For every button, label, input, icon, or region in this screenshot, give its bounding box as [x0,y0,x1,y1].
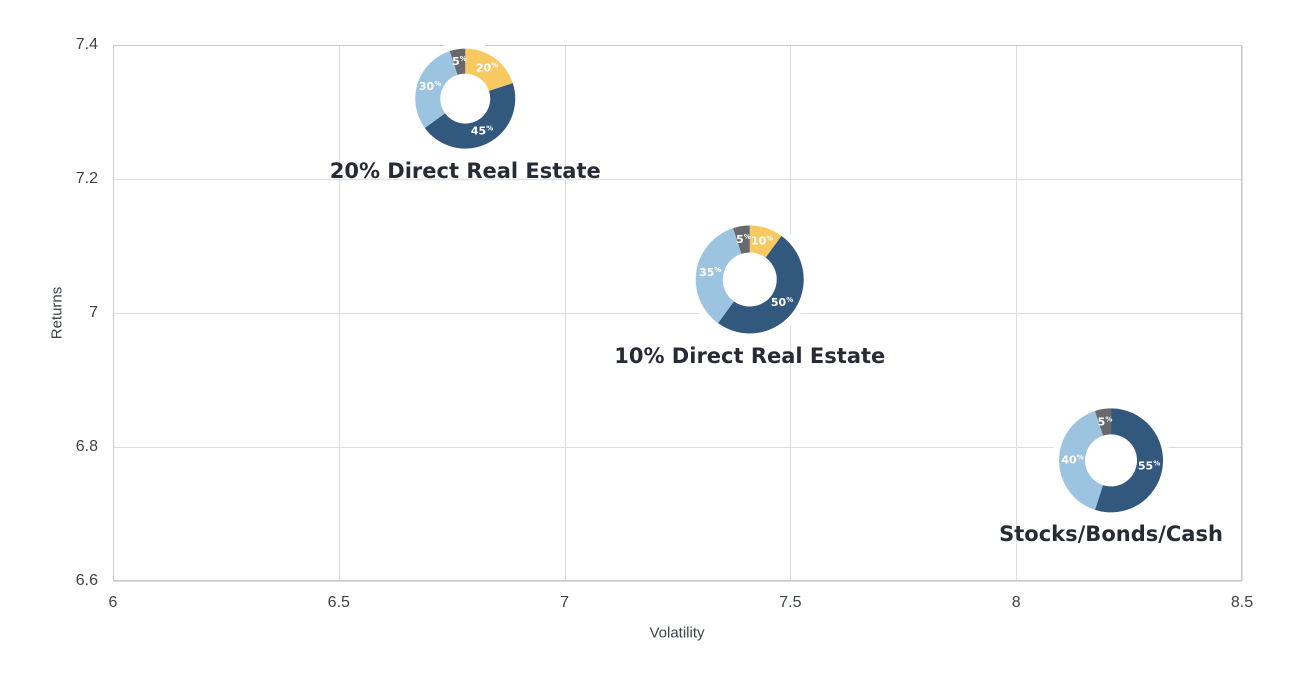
pie-slice[interactable] [1059,410,1104,510]
y-tick-label: 7 [89,304,98,321]
point-label: 10% Direct Real Estate [614,343,886,368]
pie-slice[interactable] [718,235,804,334]
pie-slice[interactable] [1094,408,1112,436]
donut-marker: 55%40%5% [1052,401,1171,520]
pie-slice[interactable] [1094,408,1164,513]
x-tick-label: 6 [108,594,118,611]
y-tick-label: 7.4 [75,36,98,53]
pie-slice[interactable] [465,48,513,91]
donut-marker: 20%45%30%5% [408,41,523,156]
plot-border [113,45,1242,581]
pie-slice[interactable] [695,228,742,324]
pie-slice[interactable] [415,51,458,128]
y-tick-label: 7.2 [75,170,98,187]
pie-slice[interactable] [749,225,782,258]
x-axis-title: Volatility [649,624,705,642]
pie-slice[interactable] [733,225,750,254]
pie-slice[interactable] [424,83,516,149]
y-tick-label: 6.8 [75,438,98,455]
x-tick-label: 8.5 [1230,594,1254,611]
x-tick-label: 8 [1011,594,1021,611]
point-label: Stocks/Bonds/Cash [999,522,1223,547]
pie-slice[interactable] [449,48,466,75]
point-label: 20% Direct Real Estate [329,158,601,183]
donut-marker: 10%50%35%5% [688,218,811,341]
x-tick-label: 7 [560,594,570,611]
x-tick-label: 6.5 [327,594,350,611]
x-tick-label: 7.5 [779,594,802,611]
y-tick-label: 6.6 [75,572,98,589]
